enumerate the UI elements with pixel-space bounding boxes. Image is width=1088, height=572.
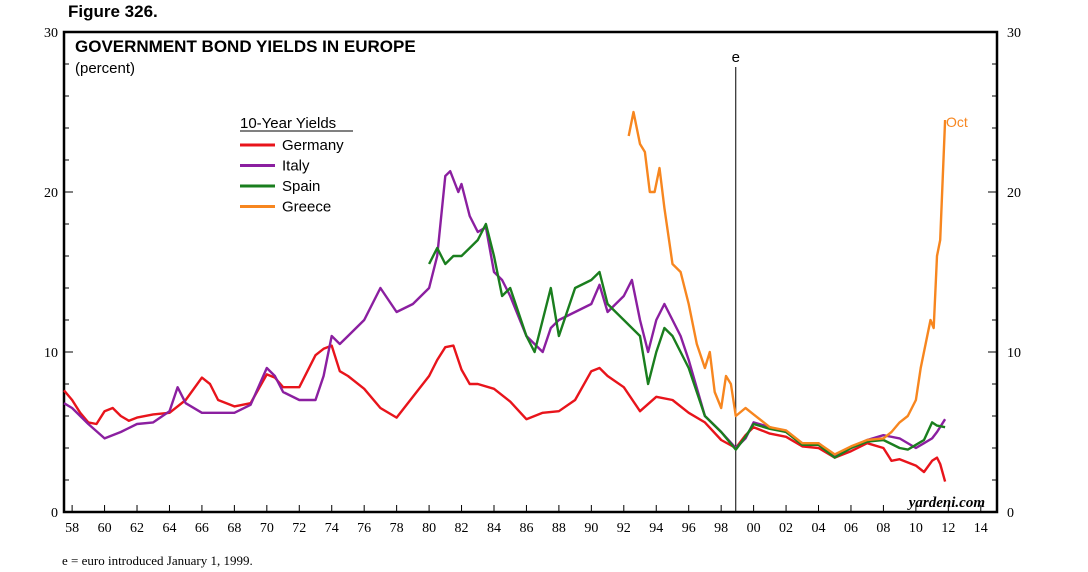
x-tick-label: 14: [974, 521, 988, 536]
figure-label: Figure 326.: [68, 2, 158, 21]
x-tick-label: 94: [649, 521, 663, 536]
source-label: yardeni.com: [907, 495, 985, 511]
x-tick-label: 88: [552, 521, 566, 536]
greece-end-annotation: Oct: [946, 114, 968, 130]
chart-title: GOVERNMENT BOND YIELDS IN EUROPE: [75, 37, 416, 56]
legend-label-germany: Germany: [282, 137, 344, 154]
x-tick-label: 04: [812, 521, 826, 536]
y-right-tick-label: 10: [1007, 346, 1021, 361]
y-right-tick-label: 20: [1007, 186, 1021, 201]
x-tick-label: 80: [422, 521, 436, 536]
x-tick-label: 02: [779, 521, 793, 536]
footnote: e = euro introduced January 1, 1999.: [62, 553, 253, 568]
x-tick-label: 86: [519, 521, 533, 536]
legend-label-greece: Greece: [282, 199, 331, 216]
series-group: [63, 110, 947, 482]
y-left-tick-label: 30: [44, 26, 58, 41]
x-tick-label: 60: [98, 521, 112, 536]
x-tick-label: 76: [357, 521, 371, 536]
x-tick-label: 90: [584, 521, 598, 536]
x-tick-label: 78: [390, 521, 404, 536]
y-axis-right: 0 10 20 30: [988, 26, 1021, 521]
y-left-tick-label: 20: [44, 186, 58, 201]
legend-label-italy: Italy: [282, 158, 310, 175]
x-tick-label: 62: [130, 521, 144, 536]
y-right-tick-label: 30: [1007, 26, 1021, 41]
x-axis: 58 60 62 64 66 68 70 72 74 76 78 80 82 84 86 88 90 92 94 96…: [65, 505, 988, 536]
series-line-germany: [63, 344, 947, 482]
y-left-tick-label: 0: [51, 506, 58, 521]
x-tick-label: 92: [617, 521, 631, 536]
legend: 10-Year Yields Germany Italy Spain Greece: [240, 115, 353, 216]
x-tick-label: 00: [747, 521, 761, 536]
x-tick-label: 64: [162, 521, 176, 536]
x-tick-label: 98: [714, 521, 728, 536]
x-tick-label: 66: [195, 521, 209, 536]
x-tick-label: 96: [682, 521, 696, 536]
y-left-tick-label: 10: [44, 346, 58, 361]
x-tick-label: 10: [909, 521, 923, 536]
x-tick-label: 08: [876, 521, 890, 536]
series-line-spain: [428, 222, 946, 459]
legend-label-spain: Spain: [282, 178, 320, 195]
x-tick-label: 82: [455, 521, 469, 536]
euro-event-label: e: [732, 49, 740, 66]
series-line-italy: [63, 169, 947, 458]
y-right-tick-label: 0: [1007, 506, 1014, 521]
x-tick-label: 74: [325, 521, 339, 536]
x-tick-label: 12: [941, 521, 955, 536]
x-tick-label: 70: [260, 521, 274, 536]
series-line-greece: [627, 110, 947, 456]
plot-frame: [62, 30, 999, 514]
x-tick-label: 06: [844, 521, 858, 536]
chart-subtitle: (percent): [75, 60, 135, 77]
x-tick-label: 84: [487, 521, 501, 536]
x-tick-label: 72: [292, 521, 306, 536]
y-axis-left: 0 10 20 30: [44, 26, 73, 521]
legend-title: 10-Year Yields: [240, 115, 336, 132]
x-tick-label: 68: [227, 521, 241, 536]
x-tick-label: 58: [65, 521, 79, 536]
